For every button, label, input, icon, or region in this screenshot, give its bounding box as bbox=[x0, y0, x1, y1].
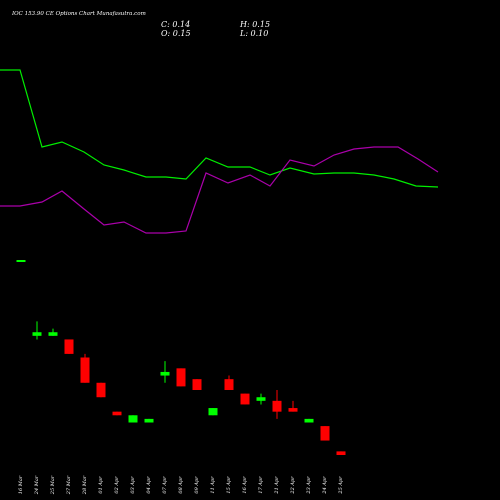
candle-body bbox=[240, 393, 250, 405]
candle-body bbox=[224, 379, 234, 390]
x-tick-label: 03 Apr bbox=[130, 476, 136, 494]
candle-body bbox=[64, 339, 74, 354]
candle-body bbox=[96, 382, 106, 398]
candle bbox=[112, 411, 122, 416]
chart-title: IOC 153.90 CE Options Chart Munafasutra.… bbox=[11, 11, 146, 17]
candles bbox=[16, 260, 346, 455]
x-tick-label: 27 Mar bbox=[66, 475, 72, 495]
candle-body bbox=[176, 368, 186, 387]
candle-body bbox=[128, 415, 138, 423]
candle-body bbox=[336, 451, 346, 455]
x-tick-label: 24 Apr bbox=[322, 476, 328, 495]
candle bbox=[144, 418, 154, 423]
x-tick-label: 08 Apr bbox=[178, 476, 184, 494]
x-tick-label: 25 Mar bbox=[50, 475, 56, 495]
candle-body bbox=[16, 260, 26, 262]
x-tick-label: 23 Apr bbox=[306, 476, 312, 495]
candle bbox=[16, 260, 26, 262]
candle-body bbox=[144, 418, 154, 423]
x-tick-label: 17 Apr bbox=[258, 476, 264, 494]
x-tick-label: 16 Mar bbox=[18, 475, 24, 494]
candle bbox=[272, 390, 282, 419]
candle-body bbox=[256, 397, 266, 401]
moving-average-line-1 bbox=[0, 69, 439, 188]
low-value: L: 0.10 bbox=[239, 29, 268, 38]
x-tick-label: 16 Apr bbox=[242, 476, 248, 494]
x-tick-label: 01 Apr bbox=[98, 476, 104, 494]
candle-body bbox=[32, 332, 42, 336]
x-axis-ticks: 16 Mar 24 Mar 25 Mar 27 Mar 28 Mar 01 Apr 02 A… bbox=[18, 475, 344, 495]
candle bbox=[192, 379, 202, 390]
candle bbox=[224, 375, 234, 390]
candle-body bbox=[304, 418, 314, 423]
candle bbox=[336, 451, 346, 455]
candle-body bbox=[112, 411, 122, 416]
candle-body bbox=[192, 379, 202, 390]
moving-average-line-2 bbox=[0, 146, 439, 234]
candle bbox=[208, 408, 218, 416]
x-tick-label: 07 Apr bbox=[162, 476, 168, 494]
candle bbox=[64, 339, 74, 354]
candle-body bbox=[272, 400, 282, 412]
candle bbox=[288, 400, 298, 412]
candle bbox=[96, 382, 106, 398]
candle bbox=[160, 361, 170, 383]
candle bbox=[256, 393, 266, 405]
moving-averages bbox=[0, 69, 439, 234]
candle-body bbox=[80, 357, 90, 383]
candle bbox=[128, 415, 138, 423]
x-tick-label: 22 Apr bbox=[290, 476, 296, 495]
close-value: C: 0.14 bbox=[161, 20, 190, 29]
candle-body bbox=[160, 371, 170, 376]
high-value: H: 0.15 bbox=[239, 20, 270, 29]
x-tick-label: 21 Apr bbox=[274, 476, 280, 495]
x-tick-label: 02 Apr bbox=[114, 476, 120, 494]
x-tick-label: 25 Apr bbox=[338, 476, 344, 495]
candle bbox=[48, 328, 58, 336]
x-tick-label: 04 Apr bbox=[146, 476, 152, 494]
candle bbox=[320, 426, 330, 441]
candle-body bbox=[288, 408, 298, 412]
candle bbox=[240, 393, 250, 405]
candle bbox=[80, 353, 90, 383]
candle-body bbox=[320, 426, 330, 441]
open-value: O: 0.15 bbox=[161, 29, 191, 38]
x-tick-label: 11 Apr bbox=[210, 476, 216, 494]
x-tick-label: 28 Mar bbox=[82, 475, 88, 495]
x-tick-label: 09 Apr bbox=[194, 476, 200, 494]
x-tick-label: 24 Mar bbox=[34, 475, 40, 495]
candle bbox=[176, 368, 186, 387]
candle bbox=[304, 418, 314, 423]
x-tick-label: 15 Apr bbox=[226, 476, 232, 494]
candle-body bbox=[208, 408, 218, 416]
candle-body bbox=[48, 332, 58, 336]
candle bbox=[32, 321, 42, 340]
